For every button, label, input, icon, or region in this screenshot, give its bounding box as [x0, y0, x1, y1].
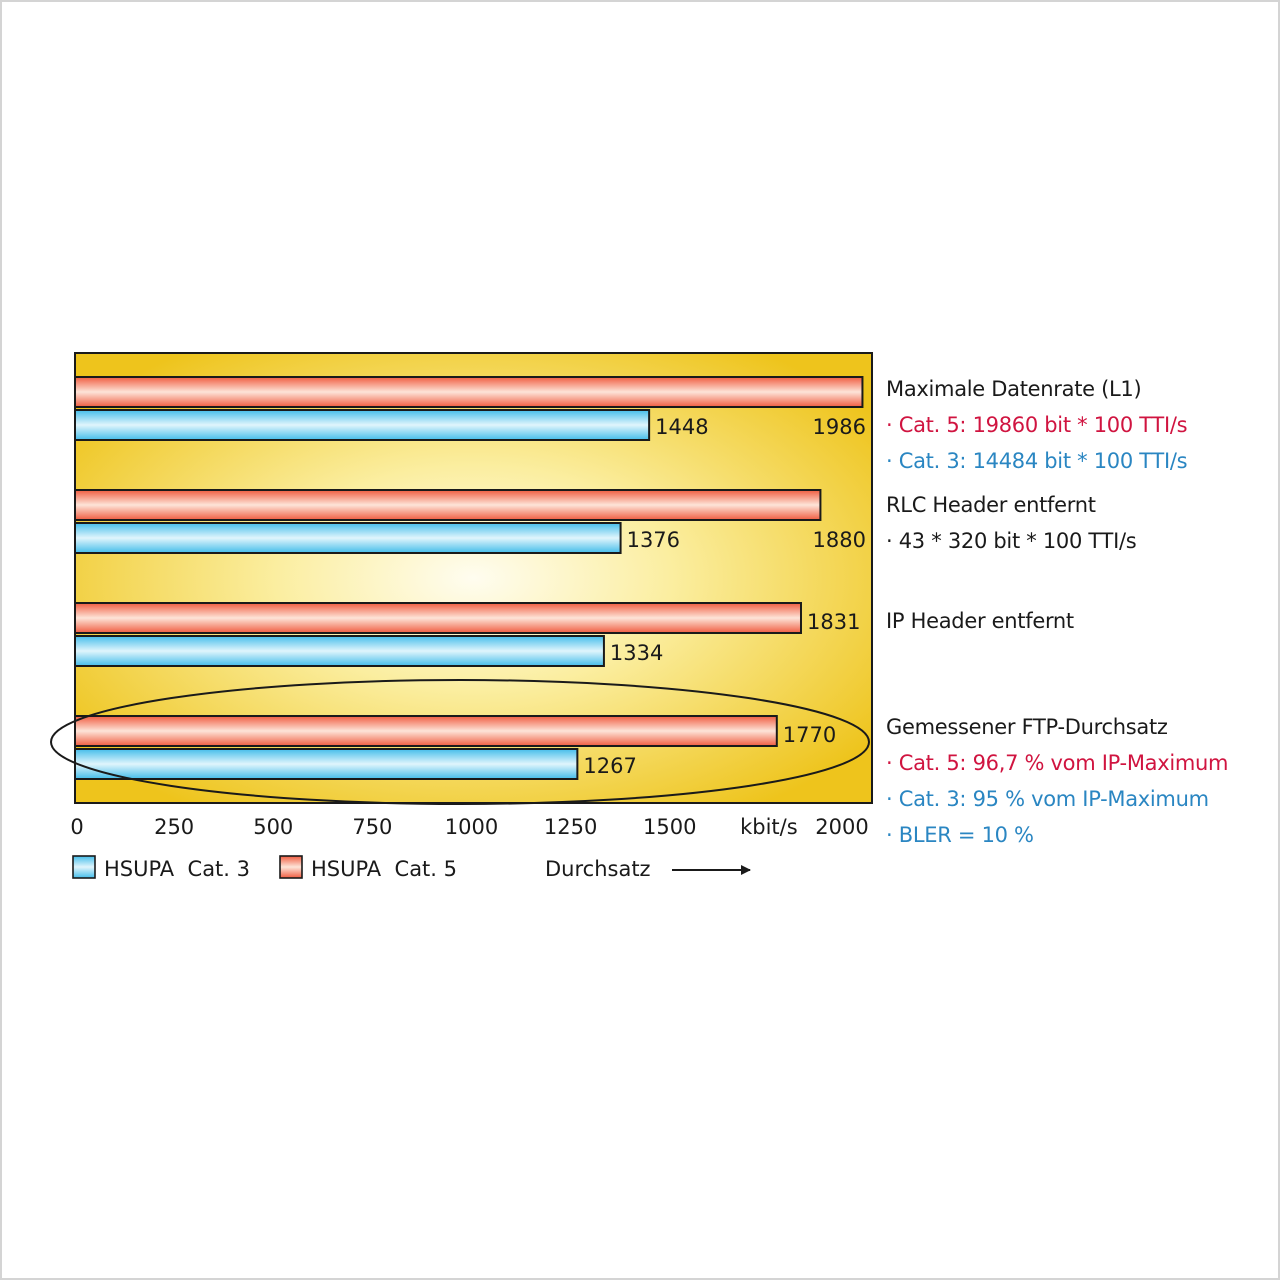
annotation-cat5-l1: · Cat. 5: 19860 bit * 100 TTI/s [886, 413, 1188, 437]
bar-cat3-0 [74, 409, 651, 441]
highlight-ellipse [50, 679, 870, 805]
annotation-cat5-ftp: · Cat. 5: 96,7 % vom IP-Maximum [886, 751, 1229, 775]
x-tick-label-0: 0 [70, 815, 83, 839]
x-tick-label-7: kbit/s [740, 815, 798, 839]
value-label-cat5-3: 1770 [783, 723, 836, 747]
legend-label-cat3: HSUPA Cat. 3 [104, 857, 250, 881]
x-tick-label-8: 2000 [815, 815, 868, 839]
value-label-cat3-1: 1376 [627, 528, 680, 552]
x-axis-label: Durchsatz [545, 857, 651, 881]
annotation-bler: · BLER = 10 % [886, 823, 1034, 847]
x-tick-label-1: 250 [154, 815, 194, 839]
x-tick-label-2: 500 [253, 815, 293, 839]
x-tick-label-6: 1500 [643, 815, 696, 839]
x-tick-label-5: 1250 [544, 815, 597, 839]
legend-swatch-cat5 [279, 855, 303, 879]
x-tick-label-3: 750 [352, 815, 392, 839]
annotation-heading-ip: IP Header entfernt [886, 609, 1074, 633]
annotation-heading-maximale-datenrate: Maximale Datenrate (L1) [886, 377, 1142, 401]
legend-swatch-cat3 [72, 855, 96, 879]
bar-cat3-2 [74, 635, 605, 667]
value-label-cat3-3: 1267 [583, 754, 636, 778]
value-label-cat5-1: 1880 [813, 528, 866, 552]
bar-cat5-0 [74, 376, 864, 408]
x-tick-label-4: 1000 [445, 815, 498, 839]
value-label-cat3-0: 1448 [655, 415, 708, 439]
annotation-heading-ftp: Gemessener FTP-Durchsatz [886, 715, 1168, 739]
annotation-cat3-ftp: · Cat. 3: 95 % vom IP-Maximum [886, 787, 1209, 811]
value-label-cat3-2: 1334 [610, 641, 663, 665]
annotation-heading-rlc: RLC Header entfernt [886, 493, 1096, 517]
bar-cat5-3 [74, 715, 778, 747]
value-label-cat5-0: 1986 [813, 415, 866, 439]
bar-cat3-1 [74, 522, 622, 554]
legend-label-cat5: HSUPA Cat. 5 [311, 857, 457, 881]
bar-cat5-2 [74, 602, 802, 634]
annotation-rlc-detail: · 43 * 320 bit * 100 TTI/s [886, 529, 1137, 553]
value-label-cat5-2: 1831 [807, 610, 860, 634]
bar-cat3-3 [74, 748, 579, 780]
annotation-cat3-l1: · Cat. 3: 14484 bit * 100 TTI/s [886, 449, 1188, 473]
bar-cat5-1 [74, 489, 822, 521]
